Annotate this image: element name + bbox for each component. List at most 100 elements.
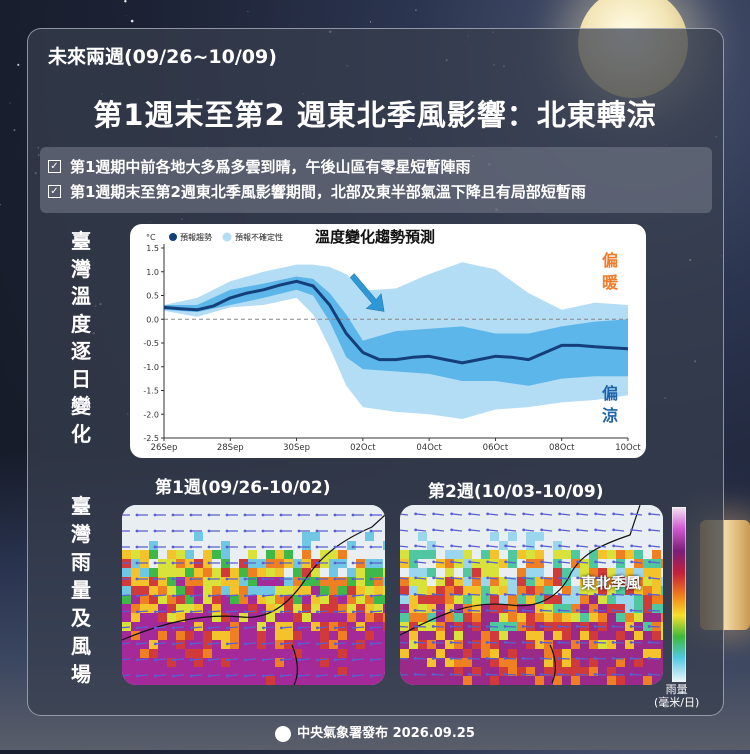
rain-cell xyxy=(508,649,518,659)
wind-arrow xyxy=(353,658,365,661)
rain-cell xyxy=(266,658,276,668)
wind-arrow xyxy=(559,673,571,676)
rain-cell xyxy=(463,514,473,524)
wind-arrow-head xyxy=(504,544,508,548)
wind-arrow-head xyxy=(189,513,193,517)
rain-cell xyxy=(535,532,545,542)
rain-cell xyxy=(409,595,419,605)
wind-arrow xyxy=(559,529,571,532)
rain-cell xyxy=(185,631,195,641)
rain-cell xyxy=(230,640,240,650)
rain-cell xyxy=(257,514,267,524)
rain-cell xyxy=(454,550,464,560)
rain-cell xyxy=(275,676,285,685)
rain-cell xyxy=(562,523,572,533)
star xyxy=(247,11,249,12)
rain-cell xyxy=(616,631,626,641)
rain-cell xyxy=(625,586,635,596)
wind-arrow-head xyxy=(557,625,561,628)
rain-cell xyxy=(616,613,626,623)
rain-cell xyxy=(140,505,150,515)
rain-cell xyxy=(598,505,608,515)
wind-arrow-head xyxy=(369,513,373,517)
rain-cell xyxy=(652,613,662,623)
rain-cell xyxy=(661,559,663,569)
wind-arrow-head xyxy=(468,512,472,516)
rain-cell xyxy=(436,577,446,587)
rain-cell xyxy=(311,667,321,677)
rain-cell xyxy=(436,676,446,685)
rain-cell xyxy=(472,505,482,515)
wind-arrow-head xyxy=(333,674,337,678)
rain-cell xyxy=(544,631,554,641)
rain-cell xyxy=(463,577,473,587)
rain-cell xyxy=(625,568,635,578)
wind-arrow-head xyxy=(485,657,489,660)
rain-cell xyxy=(275,568,285,578)
rain-cell xyxy=(481,577,491,587)
rain-cell xyxy=(149,586,159,596)
wind-arrow xyxy=(281,594,293,597)
wind-arrow xyxy=(595,673,607,676)
wind-arrow xyxy=(335,626,347,629)
wind-arrow-head xyxy=(504,560,508,564)
wind-arrow-head xyxy=(369,610,373,614)
rain-cell xyxy=(562,586,572,596)
rain-cell xyxy=(212,649,222,659)
wind-arrow-head xyxy=(449,673,453,676)
rain-cell xyxy=(185,613,195,623)
wind-arrow-head xyxy=(503,673,507,676)
wind-arrow-head xyxy=(522,512,526,516)
rain-cell xyxy=(616,505,626,515)
rain-cell xyxy=(122,604,132,614)
rain-cell xyxy=(140,568,150,578)
rain-cell xyxy=(176,577,186,587)
rain-cell xyxy=(535,568,545,578)
wind-arrow xyxy=(523,641,535,644)
rain-cell xyxy=(365,577,375,587)
rain-cell xyxy=(589,568,599,578)
rain-cell xyxy=(445,577,455,587)
rain-cell xyxy=(526,658,536,668)
rain-cell xyxy=(625,550,635,560)
rain-cell xyxy=(284,559,294,569)
wind-arrow xyxy=(281,658,293,661)
wind-arrow xyxy=(613,625,625,628)
wind-arrow xyxy=(281,610,293,613)
arrow-down-icon xyxy=(349,273,385,312)
rain-cell xyxy=(185,649,195,659)
rain-cell xyxy=(356,532,366,542)
rain-cell xyxy=(284,586,294,596)
rain-cell xyxy=(356,595,366,605)
rain-cell xyxy=(320,631,330,641)
wind-arrow-head xyxy=(297,674,301,678)
rain-cell xyxy=(311,550,321,560)
summary-item: ✓ 第1週期中前各地大多爲多雲到晴，午後山區有零星短暫陣雨 xyxy=(48,156,470,177)
rain-cell xyxy=(221,532,231,542)
y-tick-label: 1.5 xyxy=(146,244,159,253)
rain-cell xyxy=(508,541,518,551)
rain-cell xyxy=(580,631,590,641)
wind-arrow-head xyxy=(558,528,562,532)
wind-arrow-head xyxy=(521,593,525,596)
rain-cell xyxy=(329,586,339,596)
rain-cell xyxy=(230,613,240,623)
rain-cell xyxy=(185,586,195,596)
wind-arrow xyxy=(191,658,203,661)
rain-cell xyxy=(409,667,419,677)
wind-arrow xyxy=(433,641,445,644)
wind-arrow-head xyxy=(315,529,319,533)
rain-cell xyxy=(409,568,419,578)
rain-cell xyxy=(607,658,617,668)
rain-cell xyxy=(374,559,384,569)
rain-cell xyxy=(661,631,663,641)
rain-cell xyxy=(616,604,626,614)
wind-arrow-head xyxy=(369,594,373,598)
rain-cell xyxy=(571,604,581,614)
wind-arrow-head xyxy=(279,594,283,598)
rain-cell xyxy=(427,586,437,596)
wind-arrow xyxy=(155,594,167,597)
wind-arrow-head xyxy=(261,674,265,678)
legend-band-label: 預報不確定性 xyxy=(235,232,283,242)
rain-cell xyxy=(275,667,285,677)
